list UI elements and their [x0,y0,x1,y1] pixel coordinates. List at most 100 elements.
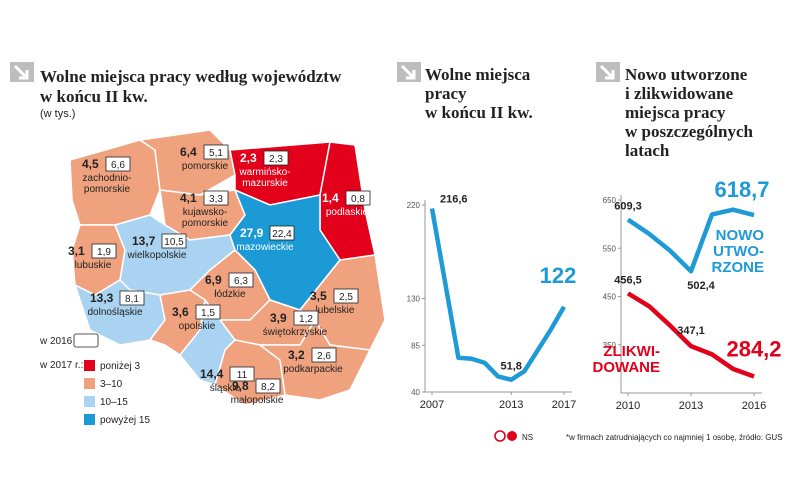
title-icon [10,62,34,82]
y-tick-label: 130 [407,295,421,304]
value-label: 347,1 [677,325,705,337]
region-name: mazowieckie [236,242,294,253]
y-tick-label: 350 [603,341,617,350]
value-label-2016: 0,8 [351,194,365,205]
box-2016 [269,225,295,241]
region-name: łódzkie [214,289,246,300]
subtitle: (w tys.) [40,108,75,120]
value-label-2016: 1,2 [299,314,313,325]
value-label-2017: 14,4 [200,367,224,381]
region-name: śląskie [210,383,241,394]
value-label-2017: 27,9 [240,226,264,240]
box-2016 [195,304,221,320]
legend-label: poniżej 3 [100,361,140,372]
chart-title: Wolne miejsca pracy według województw w k… [40,67,342,106]
x-tick-label: 2016 [742,400,766,412]
region-name: podkarpackie [283,364,343,375]
value-label-2016: 2,3 [269,154,283,165]
legend-label: powyżej 15 [100,415,150,426]
line [626,207,755,274]
logo-icon [494,430,517,442]
box-2016 [105,156,131,172]
box-2016 [255,378,281,394]
region-name: wielkopolskie [127,250,187,261]
line [626,291,755,379]
legend-swatch [84,378,95,389]
value-label-2016: 11 [237,370,248,381]
y-tick-label: 650 [603,196,617,205]
value-label-2016: 2,5 [339,292,353,303]
legend-swatch [84,414,95,425]
region-name: świętokrzyskie [263,327,328,338]
region-name: opolskie [179,321,216,332]
title-icon [397,62,421,82]
box-2016 [229,366,255,382]
value-label-2017: 3,5 [310,289,327,303]
value-label-2017: 3,6 [172,305,189,319]
value-label: 122 [540,263,577,288]
box-2016 [203,190,229,206]
value-label: 502,4 [687,280,715,292]
chart-title: Wolne miejsca pracy w końcu II kw. [425,65,533,122]
x-tick-label: 2013 [499,399,523,411]
y-tick-label: 550 [603,244,617,253]
value-label-2017: 13,7 [132,234,156,248]
value-label: 609,3 [614,201,642,213]
value-label-2017: 2,3 [240,151,257,165]
box-2016 [228,272,254,288]
value-label-2016: 22,4 [272,229,292,240]
legend-label: w 2016 r. [39,336,81,347]
legend-swatch [84,396,95,407]
legend-label: 3–10 [100,379,123,390]
x-tick-label: 2013 [679,400,703,412]
source-note: *w firmach zatrudniających co najmniej 1… [566,433,783,442]
value-label: 216,6 [440,194,468,206]
value-label-2017: 3,2 [288,348,305,362]
region-name: zachodnio-pomorskie [83,173,132,195]
y-tick-label: 220 [407,201,421,210]
value-label-2016: 3,3 [209,194,223,205]
value-label-2016: 8,2 [261,382,275,393]
box-2016 [333,288,359,304]
region-name: dolnośląskie [87,307,142,318]
legend-label: 10–15 [100,397,128,408]
value-label: 284,2 [726,336,781,361]
value-label-2016: 1,9 [97,247,111,258]
value-label-2017: 9,8 [232,379,249,393]
box-2016 [203,144,229,160]
value-label-2017: 3,9 [270,311,287,325]
value-label-2017: 13,3 [90,291,114,305]
region-name: lubelskie [316,305,355,316]
value-label-2017: 4,1 [180,191,197,205]
box-2016 [91,243,117,259]
value-label-2016: 2,6 [317,351,331,362]
series-name: NOWO UTWO-RZONE [712,227,765,276]
region-name: lubuskie [75,260,112,271]
x-tick-label: 2017 [552,399,576,411]
chart-title: Nowo utworzone i zlikwidowane miejsca prac… [625,65,754,160]
x-tick-label: 2007 [420,399,444,411]
value-label-2016: 6,6 [111,160,125,171]
value-label-2017: 1,4 [322,191,339,205]
value-label-2016: 5,1 [209,148,223,159]
region-name: kujawsko-pomorskie [182,207,229,229]
value-label-2016: 8,1 [125,294,139,305]
line [429,208,566,382]
y-tick-label: 450 [603,293,617,302]
region-name: podlaskie [326,207,369,218]
value-label: 456,5 [614,274,642,286]
box-2016 [311,347,337,363]
value-label-2017: 6,9 [205,273,222,287]
box-2016 [345,190,371,206]
box-2016 [263,150,289,166]
legend-label: w 2017 r.: [39,360,83,371]
region-name: małopolskie [231,395,284,406]
value-label-2017: 4,5 [82,157,99,171]
value-label-2016: 10,5 [164,237,184,248]
value-label-2016: 6,3 [234,276,248,287]
region-name: warmińsko-mazurskie [238,167,290,189]
legend-box [73,333,99,348]
value-label: 618,7 [714,177,769,202]
x-tick-label: 2010 [616,400,640,412]
